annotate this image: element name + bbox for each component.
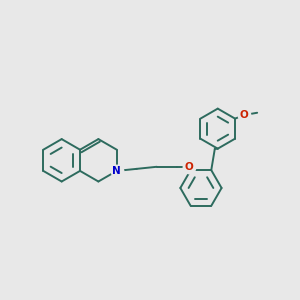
- Text: O: O: [239, 110, 248, 120]
- Text: N: N: [112, 166, 121, 176]
- Text: O: O: [184, 162, 193, 172]
